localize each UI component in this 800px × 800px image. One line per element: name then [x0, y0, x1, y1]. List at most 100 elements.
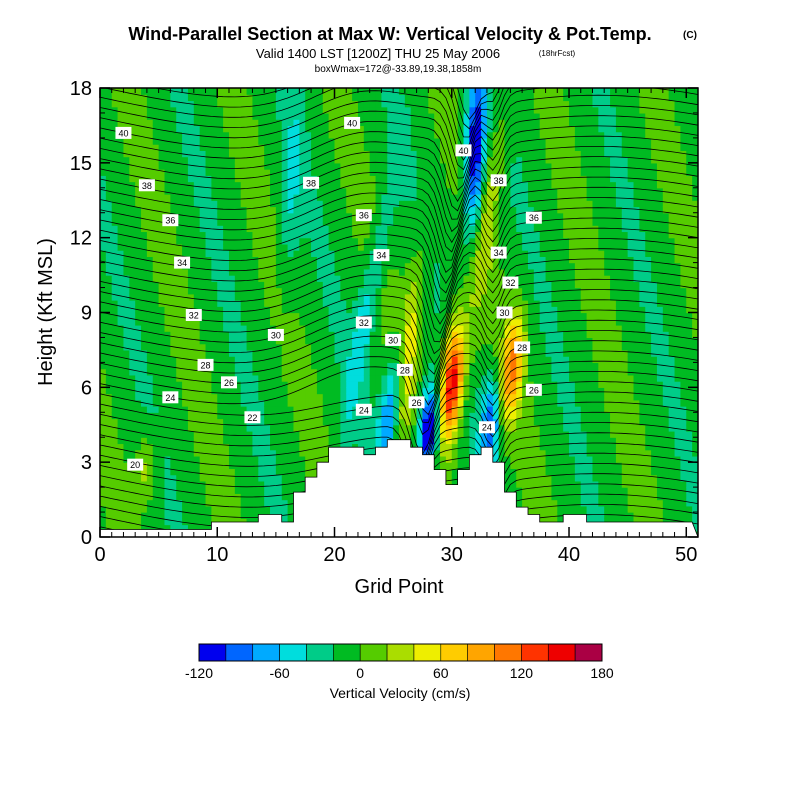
field-cell	[440, 88, 447, 95]
field-cell	[463, 331, 470, 339]
field-cell	[100, 331, 107, 339]
field-cell	[481, 393, 488, 401]
field-cell	[404, 418, 412, 426]
field-cell	[187, 194, 195, 201]
field-cell	[475, 206, 482, 214]
field-cell	[100, 399, 107, 407]
field-cell	[287, 162, 295, 170]
field-cell	[469, 275, 476, 282]
field-cell	[340, 212, 347, 220]
field-cell	[270, 300, 277, 307]
field-cell	[399, 293, 406, 301]
field-cell	[158, 162, 166, 170]
field-cell	[287, 194, 295, 201]
field-cell	[146, 381, 154, 388]
field-cell	[305, 312, 312, 320]
field-cell	[363, 331, 371, 339]
field-cell	[123, 337, 130, 345]
field-cell	[217, 156, 224, 164]
field-cell	[311, 412, 318, 420]
field-cell	[445, 337, 453, 345]
field-cell	[117, 374, 125, 382]
field-cell	[146, 387, 154, 395]
field-cell	[469, 387, 476, 395]
field-cell	[146, 256, 154, 264]
field-cell	[176, 324, 183, 332]
field-cell	[381, 181, 388, 189]
field-cell	[264, 306, 271, 314]
field-cell	[428, 194, 435, 201]
field-cell	[451, 468, 459, 476]
field-cell	[164, 287, 171, 295]
field-cell	[105, 312, 113, 320]
field-cell	[211, 493, 218, 501]
field-cell	[305, 156, 312, 164]
field-cell	[387, 137, 394, 145]
field-cell	[158, 300, 166, 307]
field-cell	[375, 175, 383, 183]
field-cell	[486, 206, 494, 214]
field-cell	[434, 137, 441, 145]
field-cell	[428, 144, 435, 151]
field-cell	[281, 499, 289, 507]
field-cell	[164, 437, 171, 445]
field-cell	[445, 468, 453, 476]
field-cell	[141, 480, 148, 488]
field-cell	[193, 94, 201, 102]
field-cell	[211, 468, 218, 476]
field-cell	[170, 374, 177, 382]
field-cell	[369, 374, 377, 382]
field-cell	[141, 455, 148, 463]
field-cell	[492, 437, 500, 445]
field-cell	[475, 443, 482, 451]
field-cell	[228, 144, 236, 151]
field-cell	[258, 430, 265, 438]
field-cell	[387, 200, 394, 208]
field-cell	[469, 225, 476, 233]
field-cell	[146, 331, 154, 339]
field-cell	[228, 449, 236, 457]
field-cell	[322, 349, 330, 357]
field-cell	[158, 480, 166, 488]
field-cell	[123, 518, 130, 526]
field-cell	[486, 324, 494, 332]
field-cell	[445, 381, 453, 388]
field-cell	[293, 430, 300, 438]
field-cell	[158, 231, 166, 239]
field-cell	[457, 337, 465, 345]
field-cell	[393, 268, 400, 276]
field-cell	[504, 487, 511, 494]
field-cell	[404, 337, 412, 345]
field-cell	[223, 406, 230, 413]
field-cell	[129, 256, 136, 264]
field-cell	[158, 137, 166, 145]
field-cell	[123, 275, 130, 282]
field-cell	[299, 156, 306, 164]
field-cell	[434, 268, 441, 276]
field-cell	[387, 393, 394, 401]
field-cell	[275, 88, 283, 95]
field-cell	[193, 368, 201, 376]
field-cell	[328, 137, 336, 145]
field-cell	[404, 194, 412, 201]
field-cell	[299, 225, 306, 233]
field-cell	[275, 275, 283, 282]
field-cell	[240, 300, 248, 307]
field-cell	[445, 349, 453, 357]
field-cell	[252, 343, 259, 351]
field-cell	[100, 119, 107, 127]
field-cell	[258, 112, 265, 120]
field-cell	[211, 268, 218, 276]
field-cell	[334, 412, 341, 420]
field-cell	[199, 131, 207, 139]
field-cell	[399, 225, 406, 233]
field-cell	[158, 275, 166, 282]
field-cell	[346, 181, 353, 189]
field-cell	[299, 312, 306, 320]
field-cell	[404, 212, 412, 220]
field-cell	[311, 356, 318, 363]
field-cell	[287, 150, 295, 158]
field-cell	[311, 106, 318, 114]
field-cell	[146, 268, 154, 276]
field-cell	[375, 287, 383, 295]
